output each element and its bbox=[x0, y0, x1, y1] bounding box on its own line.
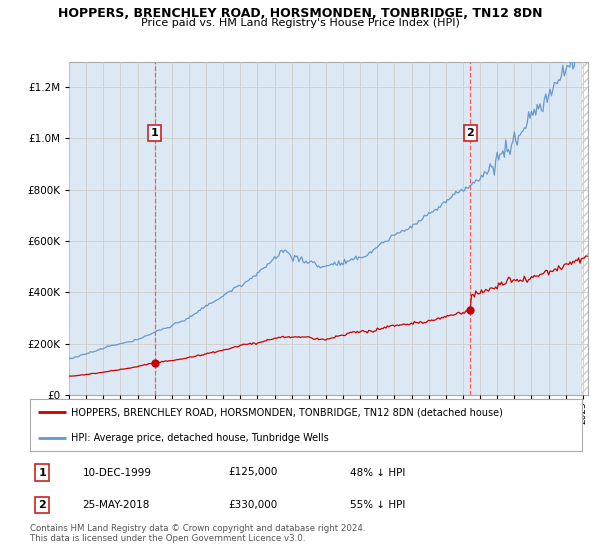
Text: Price paid vs. HM Land Registry's House Price Index (HPI): Price paid vs. HM Land Registry's House … bbox=[140, 18, 460, 28]
Text: Contains HM Land Registry data © Crown copyright and database right 2024.
This d: Contains HM Land Registry data © Crown c… bbox=[30, 524, 365, 543]
Text: £330,000: £330,000 bbox=[229, 500, 278, 510]
Text: 2: 2 bbox=[38, 500, 46, 510]
Text: HOPPERS, BRENCHLEY ROAD, HORSMONDEN, TONBRIDGE, TN12 8DN: HOPPERS, BRENCHLEY ROAD, HORSMONDEN, TON… bbox=[58, 7, 542, 20]
Text: 25-MAY-2018: 25-MAY-2018 bbox=[82, 500, 150, 510]
Text: 48% ↓ HPI: 48% ↓ HPI bbox=[350, 468, 406, 478]
Text: £125,000: £125,000 bbox=[229, 468, 278, 478]
Text: 55% ↓ HPI: 55% ↓ HPI bbox=[350, 500, 406, 510]
Text: 1: 1 bbox=[151, 128, 158, 138]
Text: 2: 2 bbox=[466, 128, 474, 138]
Text: 10-DEC-1999: 10-DEC-1999 bbox=[82, 468, 151, 478]
Text: HPI: Average price, detached house, Tunbridge Wells: HPI: Average price, detached house, Tunb… bbox=[71, 433, 329, 443]
Text: HOPPERS, BRENCHLEY ROAD, HORSMONDEN, TONBRIDGE, TN12 8DN (detached house): HOPPERS, BRENCHLEY ROAD, HORSMONDEN, TON… bbox=[71, 407, 503, 417]
Text: 1: 1 bbox=[38, 468, 46, 478]
